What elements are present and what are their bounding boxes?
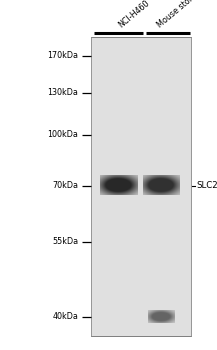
Text: 130kDa: 130kDa [47, 88, 78, 97]
Text: 40kDa: 40kDa [52, 312, 78, 321]
Text: NCI-H460: NCI-H460 [117, 0, 151, 30]
Text: 100kDa: 100kDa [47, 130, 78, 139]
Text: 55kDa: 55kDa [52, 237, 78, 246]
Text: 170kDa: 170kDa [47, 51, 78, 61]
Bar [91, 37, 191, 336]
Text: SLC26A9: SLC26A9 [196, 181, 217, 190]
Text: Mouse stomach: Mouse stomach [156, 0, 210, 30]
Text: 70kDa: 70kDa [52, 181, 78, 190]
